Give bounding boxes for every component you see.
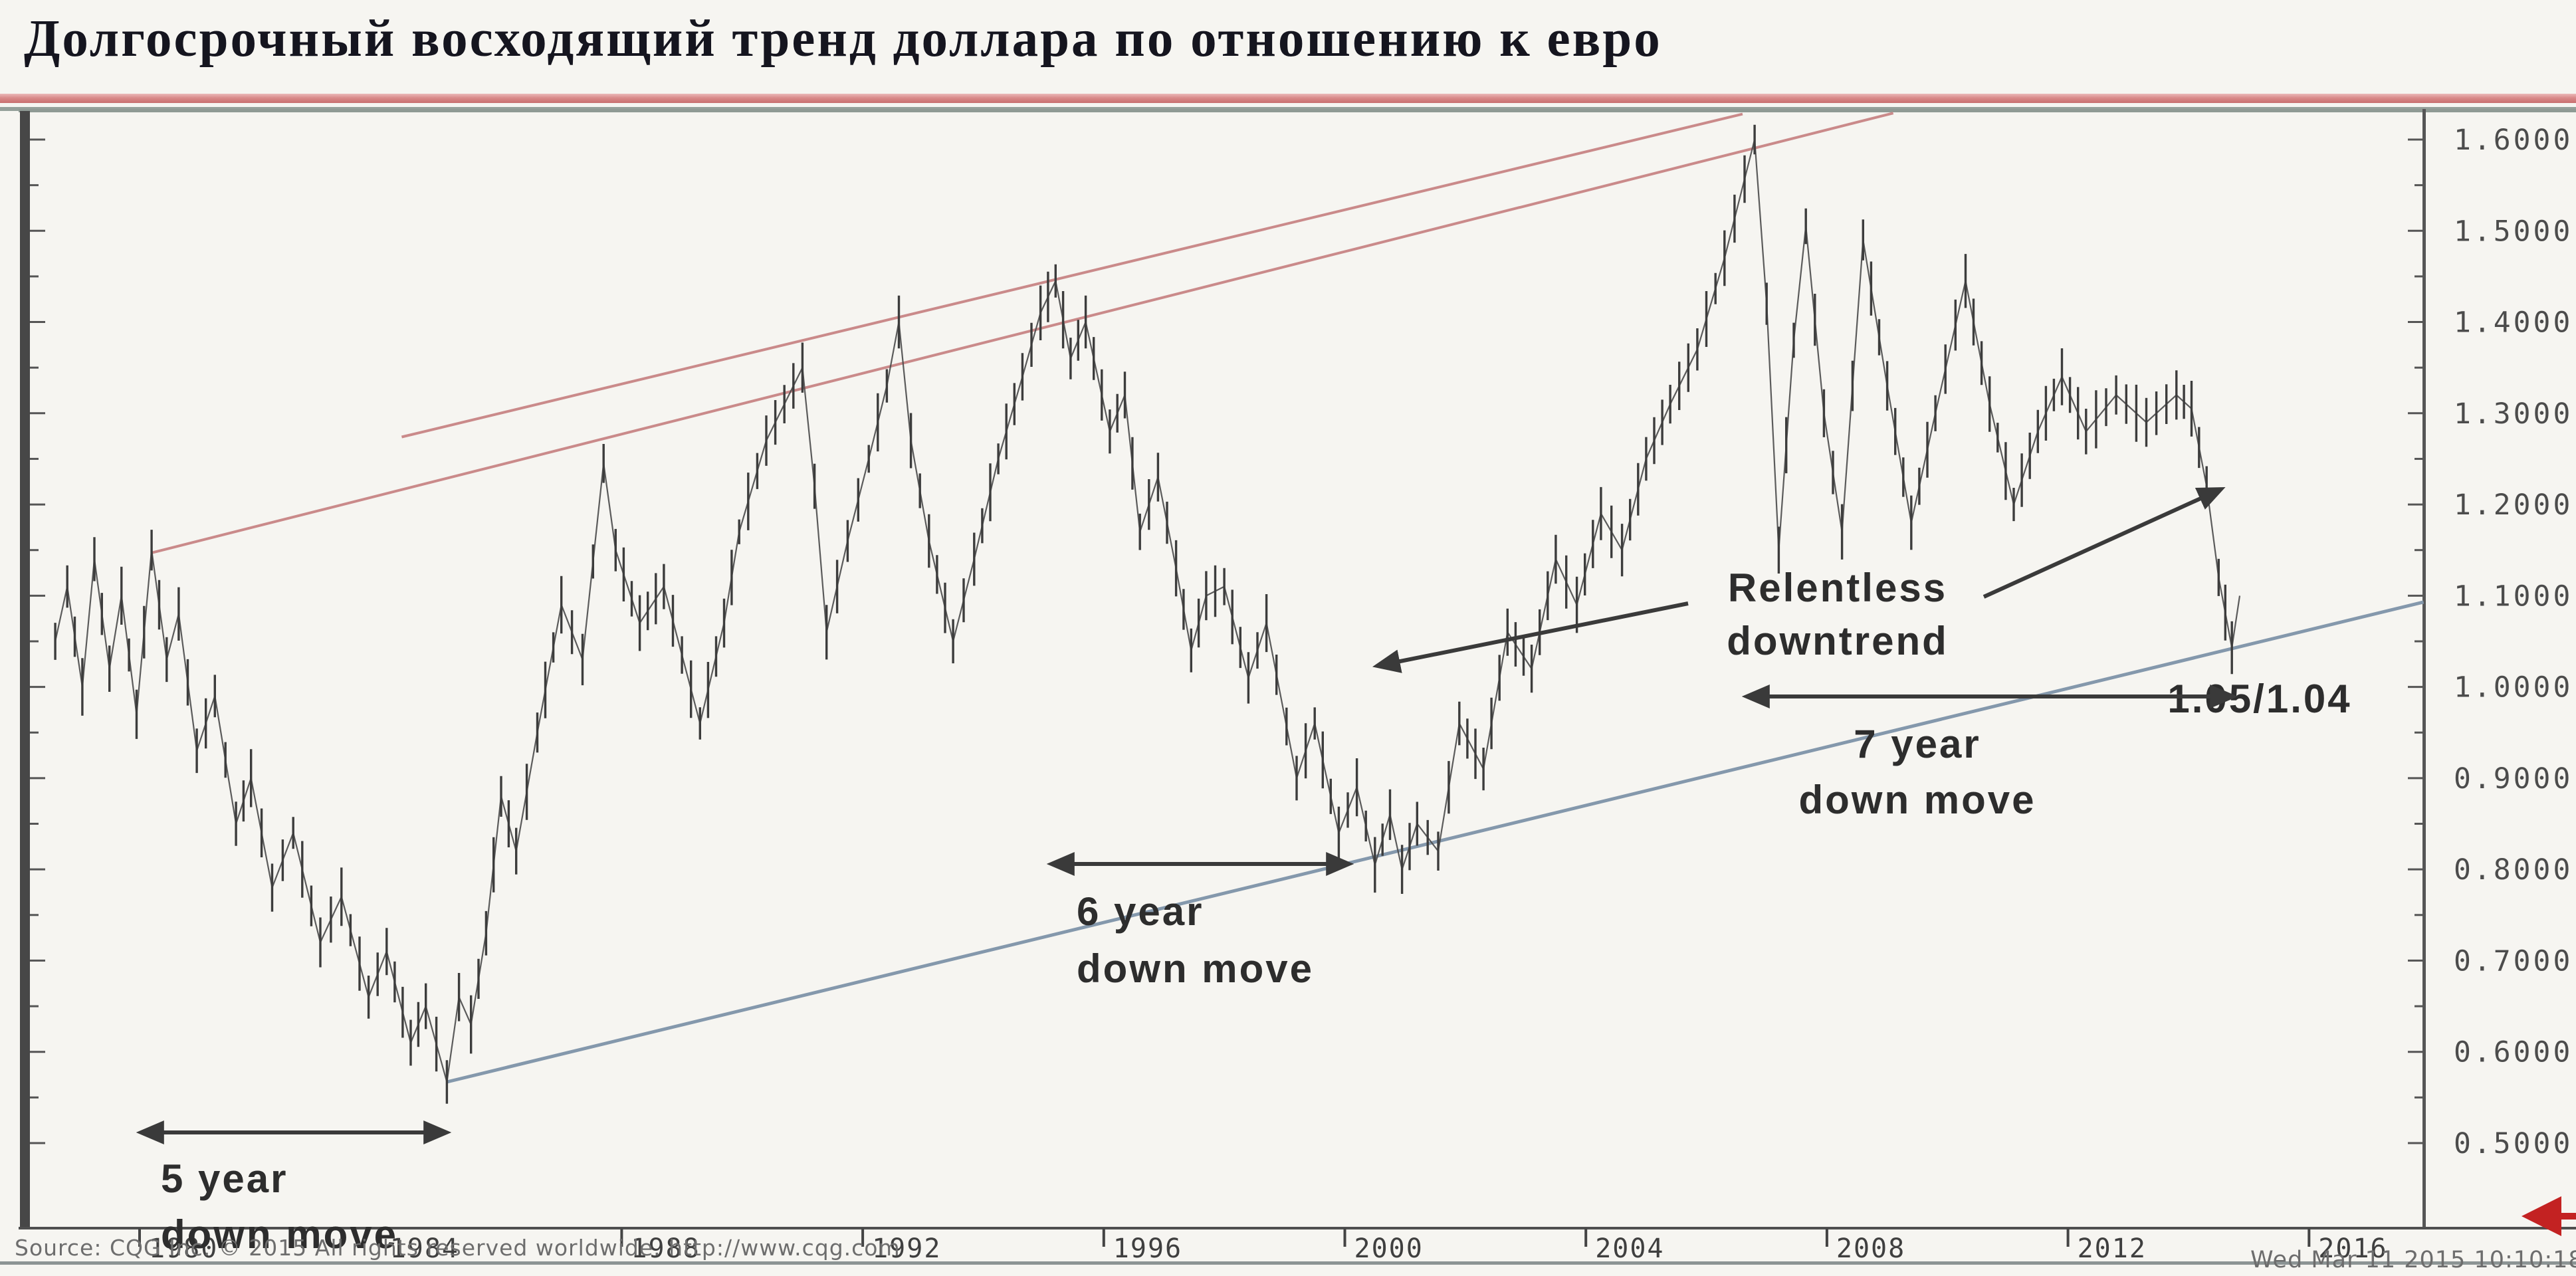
relentless-downtrend-arrow — [1372, 601, 1689, 673]
x-axis-label: 1992 — [872, 1233, 941, 1264]
y-axis-label: 0.7000 — [2454, 944, 2573, 978]
x-axis-label: 2016 — [2318, 1233, 2387, 1264]
y-axis-label: 0.6000 — [2454, 1036, 2573, 1069]
page-title: Долгосрочный восходящий тренд доллара по… — [24, 10, 1662, 68]
x-axis-label: 2008 — [1836, 1233, 1905, 1264]
y-axis-label: 0.8000 — [2454, 853, 2573, 887]
relentless-downtrend-text: downtrend — [1727, 619, 1949, 663]
bottom-rule — [0, 1261, 2576, 1265]
y-axis-label: 1.1000 — [2454, 580, 2573, 613]
relentless-downtrend-text: Relentless — [1728, 566, 1947, 610]
price-line — [54, 139, 2241, 1083]
y-axis-label: 1.2000 — [2454, 488, 2573, 522]
six-year-down-move-text: 6 year — [1077, 889, 1204, 934]
x-axis-label: 2012 — [2078, 1233, 2147, 1264]
x-axis-label: 2004 — [1595, 1233, 1664, 1264]
relentless-downtrend-arrow — [1983, 487, 2226, 599]
title-underline-red — [0, 94, 2576, 103]
seven-year-down-move-text: down move — [1798, 778, 2036, 822]
source-attribution: Source: CQG Inc. © 2015 All rights reser… — [15, 1235, 901, 1261]
channel-trendline-red-upper — [401, 112, 1743, 439]
x-axis-label: 1996 — [1113, 1233, 1182, 1264]
right-axis-line — [2422, 109, 2426, 1228]
y-axis-label: 1.3000 — [2454, 397, 2573, 431]
x-axis-line — [19, 1227, 2576, 1229]
six-year-down-move-text: down move — [1077, 946, 1314, 991]
left-axis-line — [20, 111, 30, 1228]
support-trendline-blue — [446, 600, 2424, 1084]
five-year-down-move-text: 5 year — [161, 1156, 288, 1201]
price-bars — [54, 124, 2233, 1104]
x-axis-label: 1984 — [390, 1233, 459, 1264]
y-axis-label: 1.5000 — [2454, 215, 2573, 248]
chart-timestamp: Wed Mar 11 2015 10:10:18 — [2250, 1247, 2576, 1273]
five-year-down-move-text: down move — [161, 1212, 398, 1257]
x-axis-label: 2000 — [1354, 1233, 1424, 1264]
y-axis-label: 1.6000 — [2454, 124, 2573, 157]
seven-year-down-move-text: 7 year — [1854, 722, 1981, 766]
channel-trendline-red-lower — [151, 112, 1894, 554]
x-axis-label: 1988 — [631, 1233, 700, 1264]
x-axis-label: 1980 — [149, 1233, 218, 1264]
y-axis-label: 1.4000 — [2454, 306, 2573, 340]
y-axis-label: 1.0000 — [2454, 671, 2573, 704]
y-axis-label: 0.5000 — [2454, 1127, 2573, 1160]
y-axis-label: 0.9000 — [2454, 762, 2573, 796]
chart-top-border — [19, 109, 2576, 112]
level-105-104-text: 1.05/1.04 — [2167, 677, 2351, 721]
